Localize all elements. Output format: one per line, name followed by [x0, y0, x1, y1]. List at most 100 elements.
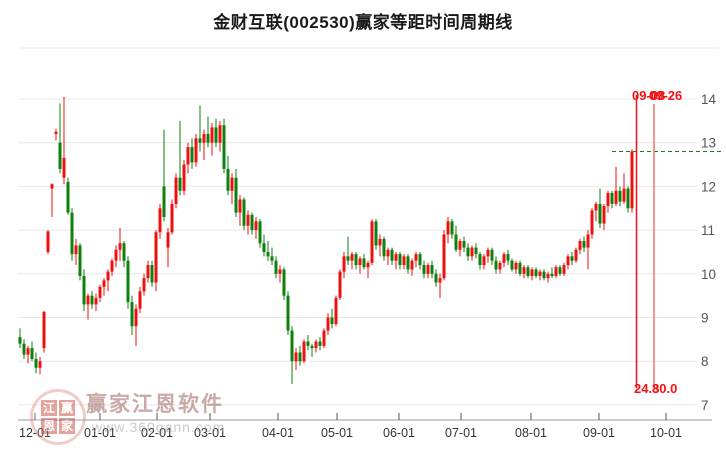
candle-body — [178, 177, 182, 191]
candle-body — [606, 192, 610, 207]
y-axis-label: 7 — [701, 398, 709, 413]
candle-body — [342, 256, 346, 272]
candle-body — [114, 249, 118, 261]
candle-body — [206, 133, 210, 143]
candle-body — [50, 184, 54, 189]
candle-body — [314, 341, 318, 349]
candle-body — [142, 278, 146, 292]
candle-body — [274, 260, 278, 274]
candle-body — [494, 260, 498, 270]
candle-body — [234, 177, 238, 213]
candle-body — [106, 271, 110, 281]
candle-body — [78, 245, 82, 276]
candle-body — [510, 260, 514, 270]
x-axis-label: 04-01 — [262, 426, 294, 440]
candle-body — [290, 330, 294, 362]
x-axis-label: 06-01 — [383, 426, 415, 440]
candle-body — [126, 260, 130, 303]
candle-body — [254, 221, 258, 231]
candle-body — [446, 221, 450, 235]
candle-body — [334, 297, 338, 325]
candle-body — [94, 297, 98, 305]
candle-body — [242, 199, 246, 226]
x-axis-label: 02-01 — [141, 426, 173, 440]
candle-body — [282, 269, 286, 296]
candle-body — [438, 278, 442, 283]
candle-body — [54, 131, 58, 134]
candle-body — [262, 243, 266, 252]
candle-body — [162, 186, 166, 217]
candle-body — [442, 234, 446, 279]
candle-body — [502, 254, 506, 263]
candle-body — [574, 249, 578, 261]
candle-body — [490, 249, 494, 261]
candle-body — [26, 348, 30, 355]
candle-body — [326, 317, 330, 331]
candle-body — [418, 254, 422, 266]
candle-body — [82, 275, 86, 305]
cycle-value-label-2: 30.0 — [652, 381, 678, 396]
x-axis-label: 08-01 — [515, 426, 547, 440]
candle-body — [478, 254, 482, 266]
candle-body — [230, 177, 234, 191]
candle-body — [450, 221, 454, 235]
y-axis-label: 8 — [701, 354, 709, 369]
cycle-date-label-2: 09-26 — [649, 88, 683, 103]
candle-body — [42, 311, 46, 349]
candle-body — [150, 265, 154, 283]
candle-body — [594, 203, 598, 211]
candle-body — [522, 267, 526, 274]
candle-body — [470, 247, 474, 257]
candle-body — [618, 190, 622, 202]
candle-body — [626, 188, 630, 209]
candle-body — [394, 254, 398, 261]
candle-body — [546, 273, 550, 279]
candle-body — [366, 262, 370, 268]
x-axis-label: 10-01 — [650, 426, 682, 440]
candle-body — [426, 265, 430, 274]
candle-body — [526, 267, 530, 276]
candle-body — [306, 341, 310, 346]
candle-body — [434, 273, 438, 283]
candle-body — [354, 254, 358, 266]
candle-body — [350, 254, 354, 261]
candle-body — [586, 234, 590, 248]
candle-body — [614, 190, 618, 204]
candle-body — [330, 317, 334, 325]
candle-body — [118, 243, 122, 250]
candle-body — [198, 138, 202, 143]
candle-body — [498, 262, 502, 270]
y-axis-label: 11 — [701, 223, 715, 238]
candle-body — [98, 286, 102, 298]
candle-body — [74, 245, 78, 255]
candle-body — [582, 241, 586, 248]
candle-body — [338, 271, 342, 298]
candle-body — [218, 125, 222, 143]
candle-body — [210, 127, 214, 143]
candle-body — [222, 125, 226, 169]
candle-body — [622, 188, 626, 202]
candle-body — [518, 262, 522, 274]
x-axis-label: 05-01 — [321, 426, 353, 440]
candle-body — [182, 164, 186, 191]
candle-body — [90, 295, 94, 305]
cycle-date-label-1: 09-08 — [632, 88, 666, 103]
candle-body — [294, 352, 298, 362]
candle-body — [530, 269, 534, 276]
candle-body — [138, 291, 142, 309]
candle-body — [578, 241, 582, 250]
candle-body — [486, 249, 490, 257]
candle-body — [258, 221, 262, 244]
candle-body — [322, 330, 326, 346]
candle-body — [514, 262, 518, 270]
cycle-value-label-1: 24.8 — [634, 381, 660, 396]
x-axis-label: 01-01 — [84, 426, 116, 440]
candle-body — [566, 256, 570, 266]
candle-body — [146, 265, 150, 279]
candle-body — [562, 265, 566, 274]
candle-body — [454, 234, 458, 250]
candle-body — [158, 208, 162, 233]
candle-body — [414, 254, 418, 261]
